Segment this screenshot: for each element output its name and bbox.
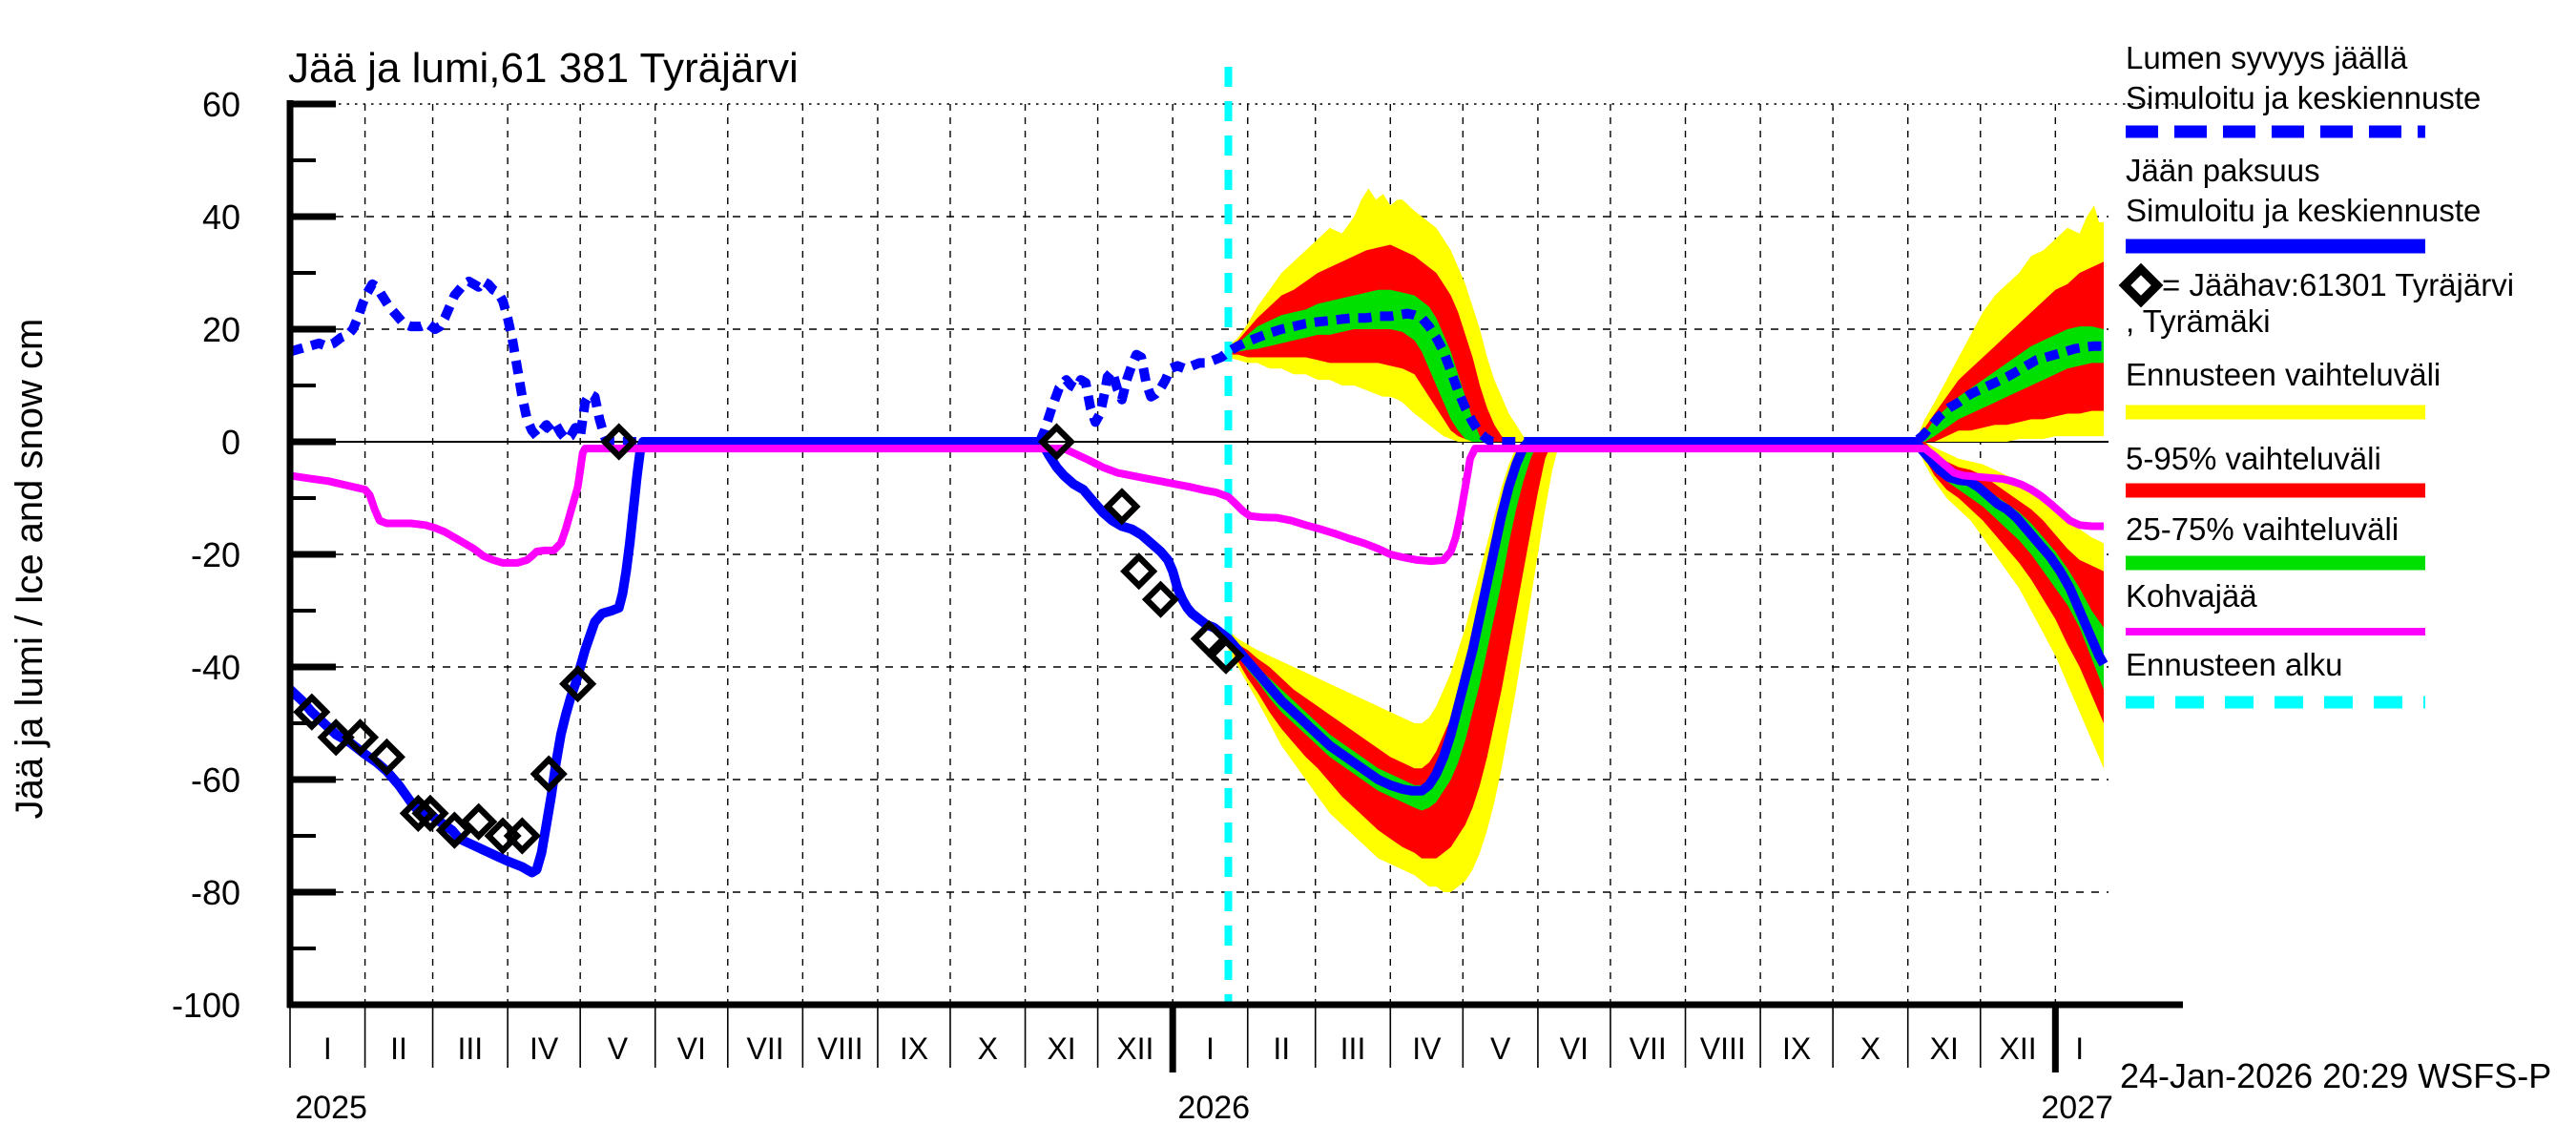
month-label: XI — [1930, 1031, 1959, 1066]
month-label: VI — [677, 1031, 706, 1066]
y-tick-label: -100 — [172, 986, 240, 1025]
legend-label: Ennusteen alku — [2126, 647, 2343, 682]
observation-diamond — [1037, 423, 1076, 461]
legend-label: , Tyrämäki — [2126, 303, 2271, 339]
snow-band-p5_95 — [1228, 244, 1509, 442]
legend-item-2: Jään paksuus Simuloitu ja keskiennuste — [2126, 153, 2481, 254]
legend: Lumen syvyys jäällä Simuloitu ja keskienn… — [2118, 40, 2514, 709]
y-axis-label: Jää ja lumi / Ice and snow cm — [9, 319, 51, 820]
observation-diamond — [503, 817, 541, 855]
snow-depth-line — [288, 276, 2104, 447]
y-tick-label: 0 — [221, 423, 240, 462]
month-label: IX — [1782, 1031, 1811, 1066]
legend-label: Lumen syvyys jäällä — [2126, 40, 2408, 75]
y-tick-label: 60 — [202, 85, 240, 124]
month-label: IV — [530, 1031, 559, 1066]
month-label: I — [1206, 1031, 1215, 1066]
legend-label: = Jäähav:61301 Tyräjärvi — [2162, 267, 2514, 302]
kohvajaa-line — [289, 445, 2104, 567]
y-tick-label: -40 — [191, 648, 240, 687]
ice-thickness-line — [286, 437, 2109, 878]
y-tick-label: -60 — [191, 760, 240, 800]
month-label: V — [1490, 1031, 1511, 1066]
observation-diamond — [460, 802, 498, 841]
observation-diamond — [399, 794, 437, 832]
month-label: VII — [747, 1031, 784, 1066]
month-label: X — [978, 1031, 998, 1066]
y-tick-label: 20 — [202, 310, 240, 349]
legend-label: Simuloitu ja keskiennuste — [2126, 193, 2481, 228]
observation-diamond — [559, 665, 597, 703]
legend-item-4: Ennusteen vaihteluväli — [2126, 357, 2441, 420]
month-label: III — [1340, 1031, 1366, 1066]
month-label: VII — [1630, 1031, 1667, 1066]
legend-label: Jään paksuus — [2126, 153, 2320, 188]
month-label: I — [323, 1031, 332, 1066]
legend-item-8: Ennusteen alku — [2126, 647, 2425, 709]
observation-markers — [293, 423, 1245, 855]
observation-diamond — [293, 693, 331, 731]
observation-diamond — [411, 794, 449, 832]
legend-item-7: Kohvajää — [2126, 578, 2425, 635]
month-label: IV — [1412, 1031, 1442, 1066]
month-label: VIII — [818, 1031, 863, 1066]
observation-diamond — [1141, 580, 1180, 618]
month-label: VIII — [1700, 1031, 1746, 1066]
month-label: III — [457, 1031, 483, 1066]
gridlines — [290, 103, 2183, 1005]
y-tick-label: -20 — [191, 535, 240, 574]
observation-diamond — [1120, 552, 1158, 591]
legend-label: 25-75% vaihteluväli — [2126, 511, 2399, 547]
month-label: II — [390, 1031, 407, 1066]
observation-diamond — [600, 423, 638, 461]
legend-label: Ennusteen vaihteluväli — [2126, 357, 2441, 392]
snow-band-p25_75 — [1228, 289, 1487, 442]
month-label: IX — [900, 1031, 928, 1066]
legend-item-3: = Jäähav:61301 Tyräjärvi, Tyrämäki — [2118, 262, 2514, 339]
ice-band-minmax — [1915, 442, 2104, 769]
observation-diamond — [341, 718, 380, 757]
observation-diamond — [530, 755, 568, 793]
year-label: 2027 — [2041, 1090, 2113, 1126]
legend-label: Kohvajää — [2126, 578, 2257, 614]
legend-item-1: Lumen syvyys jäällä Simuloitu ja keskienn… — [2126, 40, 2481, 138]
observation-diamond — [317, 718, 355, 757]
month-label: X — [1860, 1031, 1880, 1066]
timestamp: 24-Jan-2026 20:29 WSFS-P — [2120, 1056, 2551, 1095]
month-label: II — [1273, 1031, 1290, 1066]
year-label: 2026 — [1177, 1090, 1250, 1126]
y-tick-label: 40 — [202, 198, 240, 237]
observation-diamond — [1207, 636, 1245, 675]
year-label: 2025 — [295, 1090, 367, 1126]
legend-item-5: 5-95% vaihteluväli — [2126, 441, 2425, 498]
observation-diamond — [1190, 619, 1228, 658]
observation-diamond — [367, 738, 405, 776]
y-tick-label: -80 — [191, 873, 240, 912]
legend-label: 5-95% vaihteluväli — [2126, 441, 2381, 476]
observation-diamond — [1103, 488, 1141, 526]
month-label: XII — [1999, 1031, 2036, 1066]
month-label: I — [2075, 1031, 2084, 1066]
chart-title: Jää ja lumi,61 381 Tyräjärvi — [288, 45, 799, 92]
month-label: VI — [1560, 1031, 1589, 1066]
month-label: XII — [1116, 1031, 1153, 1066]
legend-label: Simuloitu ja keskiennuste — [2126, 80, 2481, 115]
ice-band-p5_95 — [1228, 442, 1553, 859]
legend-diamond-icon — [2118, 262, 2164, 308]
month-label: V — [608, 1031, 629, 1066]
month-label: XI — [1047, 1031, 1075, 1066]
legend-item-6: 25-75% vaihteluväli — [2126, 511, 2425, 571]
